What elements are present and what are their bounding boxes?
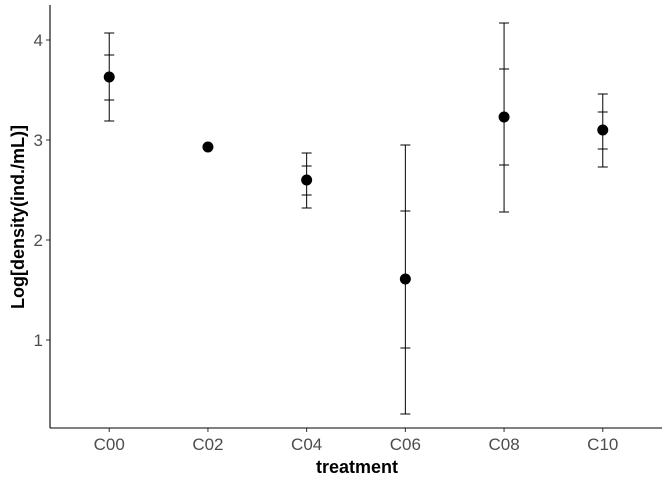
error-bars [104,22,608,415]
x-tick-label: C06 [390,435,421,454]
data-point [597,124,609,136]
x-axis-title: treatment [316,457,398,477]
data-point [103,71,115,83]
x-tick-label: C04 [291,435,322,454]
x-tick-label: C02 [192,435,223,454]
x-ticks [108,428,604,432]
x-tick-labels: C00 C02 C04 C06 C08 C10 [94,435,619,454]
y-tick-labels: 1 2 3 4 [34,31,43,350]
x-tick-label: C08 [488,435,519,454]
y-tick-label: 1 [34,331,43,350]
x-tick-label: C10 [587,435,618,454]
data-point [202,141,214,153]
data-point [399,273,411,285]
x-tick-label: C00 [94,435,125,454]
y-tick-label: 2 [34,231,43,250]
data-point [301,174,313,186]
data-point [498,111,510,123]
y-ticks [46,39,50,341]
y-axis-title: Log[density(ind./mL)] [8,125,28,309]
data-points [103,71,609,285]
y-tick-label: 3 [34,131,43,150]
y-tick-label: 4 [34,31,43,50]
